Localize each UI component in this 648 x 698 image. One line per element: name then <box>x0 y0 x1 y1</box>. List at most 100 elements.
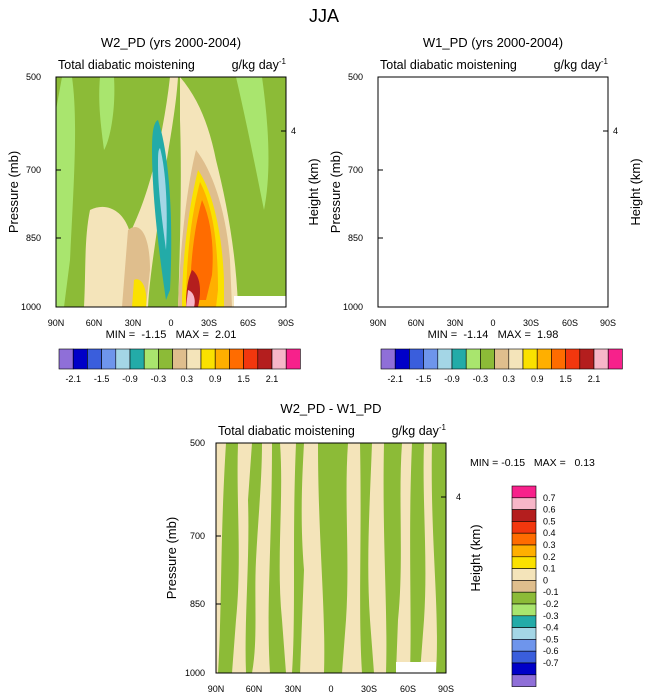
colorbar-swatch <box>551 348 566 370</box>
y-tick-label: 1000 <box>343 302 363 312</box>
contour-fill <box>480 148 489 250</box>
field-label: Total diabatic moistening <box>380 58 517 72</box>
right-tick-label: 4 <box>613 126 618 136</box>
contour-fill <box>158 148 167 250</box>
y-tick-label: 500 <box>26 72 41 82</box>
plot-frame <box>215 442 447 674</box>
colorbar-swatch <box>511 603 537 617</box>
contour-fill <box>268 443 286 673</box>
colorbar-swatch <box>158 348 173 370</box>
colorbar-swatch <box>579 348 595 370</box>
contour-fill <box>474 120 493 300</box>
colorbar-swatch <box>380 348 396 370</box>
colorbar-swatch <box>465 348 481 370</box>
colorbar-swatch <box>257 348 273 370</box>
colorbar-swatch <box>87 348 102 370</box>
x-tick-label: 90N <box>48 318 65 328</box>
colorbar-label: -0.1 <box>543 587 559 597</box>
contour-fill <box>360 443 374 673</box>
x-tick-label: 60N <box>246 684 263 694</box>
colorbar-swatch <box>511 509 537 522</box>
y-ticks: 500 700 850 1000 <box>21 72 61 312</box>
x-tick-label: 30S <box>201 318 217 328</box>
panel-w1: W1_PD (yrs 2000-2004) Total diabatic moi… <box>328 35 643 384</box>
colorbar-swatch <box>511 662 537 676</box>
colorbar-swatch <box>511 497 537 510</box>
colorbar-swatch <box>511 544 537 558</box>
contour-fill <box>431 443 446 673</box>
colorbar-swatch <box>101 348 117 370</box>
contour-fill <box>236 77 269 210</box>
panel-title: W2_PD - W1_PD <box>280 401 381 416</box>
colorbar-label: 0.3 <box>503 374 516 384</box>
colorbar-label: 1.5 <box>237 374 250 384</box>
min-max-stats: MIN = -0.15 MAX = 0.13 <box>470 457 595 469</box>
colorbar-label: 0.1 <box>543 564 556 574</box>
contour-fill <box>378 77 397 307</box>
colorbar-swatch <box>243 348 259 370</box>
contour-fill <box>558 77 590 210</box>
colorbar-label: -0.3 <box>473 374 489 384</box>
contour-fill <box>508 272 522 307</box>
y-tick-label: 1000 <box>21 302 41 312</box>
colorbar-swatch <box>72 348 88 370</box>
colorbar-swatch <box>394 348 410 370</box>
y-tick-label: 500 <box>348 72 363 82</box>
contour-fill <box>406 207 454 307</box>
x-tick-label: 60S <box>562 318 578 328</box>
contour-field <box>216 443 446 673</box>
contour-fill <box>421 77 436 150</box>
right-tick-label: 4 <box>456 492 461 502</box>
colorbar-swatch <box>229 348 244 370</box>
right-tick-label: 4 <box>291 126 296 136</box>
colorbar-label: -0.2 <box>543 599 559 609</box>
contour-fill <box>318 443 348 673</box>
colorbar-swatch <box>593 348 609 370</box>
contour-fill <box>512 200 535 300</box>
colorbar-swatch <box>129 348 145 370</box>
x-tick-label: 30S <box>361 684 377 694</box>
contour-fill <box>84 206 132 307</box>
y-tick-label: 850 <box>348 233 363 243</box>
colorbar: -2.1 -1.5 -0.9 -0.3 0.3 0.9 1.5 2.1 <box>58 348 301 384</box>
colorbar-swatch <box>511 556 537 569</box>
colorbar-label: -0.9 <box>122 374 138 384</box>
colorbar-label: 0.2 <box>543 552 556 562</box>
x-tick-label: 90N <box>370 318 387 328</box>
contour-fill <box>383 443 402 673</box>
contour-fill <box>444 227 472 307</box>
contour-fill <box>245 443 262 673</box>
x-ticks: 90N 60N 30N 0 30S 60S 90S <box>208 684 454 694</box>
colorbar-swatch <box>511 591 537 605</box>
colorbar-swatch <box>511 650 537 664</box>
y-tick-label: 850 <box>190 599 205 609</box>
colorbar-label: 2.1 <box>266 374 279 384</box>
contour-fill <box>508 182 540 307</box>
x-tick-label: 90S <box>278 318 294 328</box>
colorbar-swatch <box>511 532 537 546</box>
y-tick-label: 850 <box>26 233 41 243</box>
colorbar-swatch <box>480 348 495 370</box>
colorbar-swatch <box>451 348 467 370</box>
y-tick-label: 700 <box>190 531 205 541</box>
plot-frame <box>55 76 287 308</box>
contour-fill <box>56 77 76 307</box>
colorbar-swatch <box>522 348 538 370</box>
figure-title: JJA <box>309 6 339 26</box>
contour-fill <box>504 170 546 307</box>
colorbar-swatch <box>437 348 453 370</box>
y-axis-label-right: Height (km) <box>628 158 643 225</box>
field-label: Total diabatic moistening <box>218 424 355 438</box>
x-tick-label: 0 <box>490 318 495 328</box>
colorbar-swatch <box>58 348 74 370</box>
x-tick-label: 90S <box>438 684 454 694</box>
y-ticks: 500 700 850 1000 <box>343 72 383 312</box>
colorbar-swatch <box>607 348 623 370</box>
contour-fill <box>508 291 517 307</box>
colorbar-label: -0.6 <box>543 646 559 656</box>
colorbar-label: -0.3 <box>543 611 559 621</box>
colorbar-label: -0.4 <box>543 623 559 633</box>
y-ticks: 500 700 850 1000 <box>185 438 221 678</box>
contour-fill <box>292 443 304 673</box>
